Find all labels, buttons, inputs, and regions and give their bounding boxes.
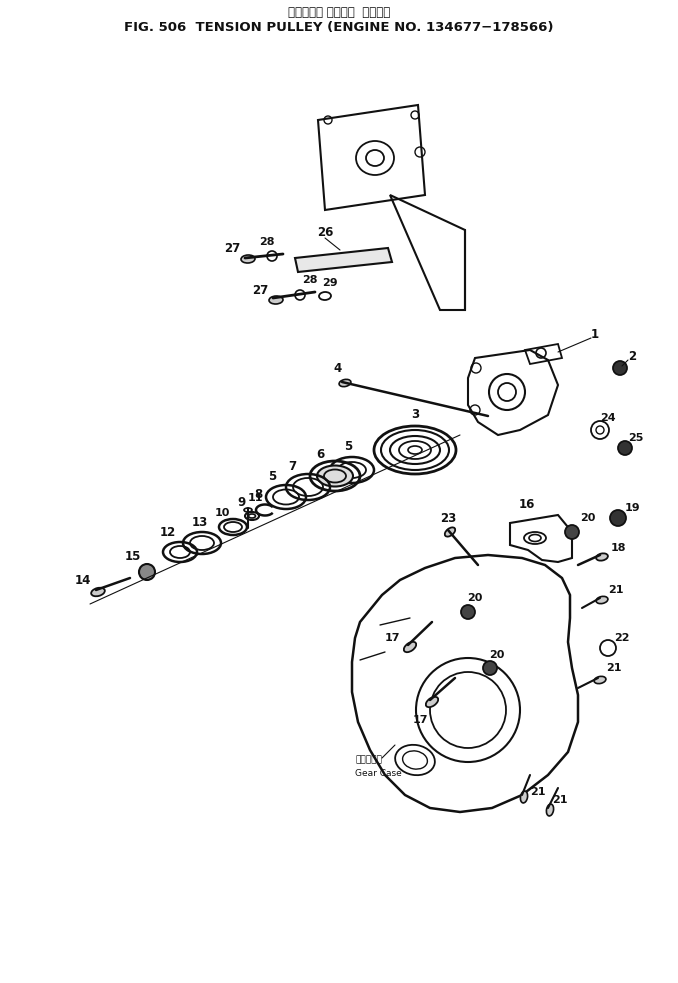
Text: 20: 20	[467, 593, 483, 603]
Text: 17: 17	[384, 633, 400, 643]
Text: 24: 24	[600, 413, 616, 423]
Circle shape	[618, 441, 632, 455]
Text: 20: 20	[580, 513, 596, 523]
Text: 16: 16	[519, 498, 535, 511]
Text: 2: 2	[628, 350, 636, 363]
Text: 28: 28	[259, 237, 275, 247]
Text: 3: 3	[411, 409, 419, 422]
Ellipse shape	[594, 676, 606, 683]
Text: 25: 25	[629, 433, 643, 443]
Ellipse shape	[317, 466, 353, 487]
Text: 5: 5	[268, 470, 276, 483]
Text: Gear Case: Gear Case	[355, 769, 402, 778]
Text: 1: 1	[591, 328, 599, 341]
Text: 28: 28	[302, 275, 318, 285]
Text: 7: 7	[288, 459, 296, 473]
Text: 18: 18	[610, 543, 626, 553]
Circle shape	[461, 605, 475, 619]
Ellipse shape	[596, 553, 608, 560]
Text: 4: 4	[334, 362, 342, 375]
Polygon shape	[295, 248, 392, 272]
Text: 10: 10	[214, 508, 230, 518]
Text: 8: 8	[254, 489, 262, 501]
Text: 21: 21	[608, 585, 624, 595]
Circle shape	[610, 510, 626, 526]
Text: 19: 19	[624, 503, 640, 513]
Text: 6: 6	[316, 448, 324, 461]
Circle shape	[139, 564, 155, 580]
Text: 21: 21	[553, 795, 567, 805]
Text: 12: 12	[160, 526, 176, 539]
Ellipse shape	[241, 255, 255, 263]
Text: 13: 13	[192, 515, 208, 529]
Circle shape	[613, 361, 627, 375]
Text: 27: 27	[224, 242, 240, 255]
Text: 21: 21	[530, 787, 546, 797]
Ellipse shape	[404, 642, 416, 652]
Text: 23: 23	[440, 511, 456, 525]
Text: 22: 22	[614, 633, 630, 643]
Ellipse shape	[546, 804, 554, 816]
Ellipse shape	[269, 296, 283, 304]
Ellipse shape	[445, 528, 455, 537]
Text: 11: 11	[247, 493, 263, 503]
Text: 9: 9	[238, 495, 246, 508]
Text: 17: 17	[412, 715, 428, 725]
Ellipse shape	[91, 588, 105, 597]
Text: 14: 14	[75, 573, 91, 587]
Text: 26: 26	[317, 225, 333, 239]
Text: FIG. 506  TENSION PULLEY (ENGINE NO. 134677−178566): FIG. 506 TENSION PULLEY (ENGINE NO. 1346…	[124, 21, 554, 33]
Ellipse shape	[339, 379, 351, 386]
Text: 20: 20	[490, 650, 504, 660]
Circle shape	[483, 661, 497, 675]
Circle shape	[267, 251, 277, 261]
Text: 27: 27	[252, 283, 268, 297]
Circle shape	[295, 290, 305, 300]
Text: 15: 15	[125, 550, 141, 563]
Circle shape	[565, 525, 579, 539]
Text: ギヤケース: ギヤケース	[355, 756, 382, 765]
Ellipse shape	[426, 697, 438, 707]
Text: 21: 21	[606, 663, 622, 673]
Text: テンション プーリー  適用号機: テンション プーリー 適用号機	[288, 7, 390, 20]
Ellipse shape	[521, 791, 527, 803]
Text: 5: 5	[344, 440, 352, 453]
Ellipse shape	[596, 597, 608, 604]
Text: 29: 29	[322, 278, 338, 288]
